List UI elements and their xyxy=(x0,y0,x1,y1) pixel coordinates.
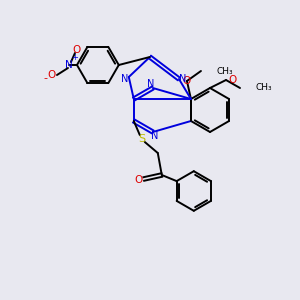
Text: CH₃: CH₃ xyxy=(217,67,234,76)
Text: N: N xyxy=(147,79,155,89)
Text: O: O xyxy=(228,75,236,85)
Text: O: O xyxy=(183,76,191,86)
Text: N: N xyxy=(151,131,158,141)
Text: -: - xyxy=(43,73,47,83)
Text: +: + xyxy=(71,53,78,62)
Text: O: O xyxy=(48,70,56,80)
Text: N: N xyxy=(179,74,187,84)
Text: N: N xyxy=(65,60,73,70)
Text: O: O xyxy=(73,45,81,55)
Text: O: O xyxy=(135,175,143,185)
Text: N: N xyxy=(121,74,128,84)
Text: CH₃: CH₃ xyxy=(256,83,273,92)
Text: S: S xyxy=(138,134,146,144)
